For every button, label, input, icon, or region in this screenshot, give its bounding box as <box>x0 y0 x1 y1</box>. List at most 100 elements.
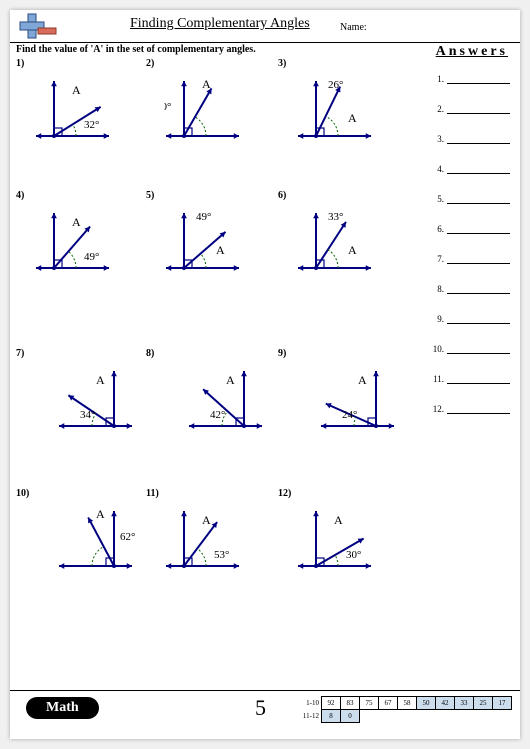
label-a: A <box>348 111 357 125</box>
problem: 2) A 60° <box>146 58 276 173</box>
problem-number: 3) <box>278 58 286 69</box>
answer-number: 5. <box>430 194 444 204</box>
answer-blank <box>447 82 510 84</box>
page-title: Finding Complementary Angles <box>130 16 310 32</box>
angle-diagram: A 60° <box>164 66 274 156</box>
answer-line: 11. <box>430 370 510 384</box>
score-grid: 1-109283756758504233251711-1280 <box>296 696 512 723</box>
score-cell: 0 <box>341 710 360 723</box>
problem-number: 4) <box>16 190 24 201</box>
header: Finding Complementary Angles Name: <box>10 10 520 43</box>
angle-diagram: A 32° <box>34 66 144 156</box>
angle-diagram: A 24° <box>296 356 406 446</box>
problem: 8) A 42° <box>146 348 276 463</box>
answer-blank <box>447 382 510 384</box>
answer-blank <box>447 352 510 354</box>
answer-number: 3. <box>430 134 444 144</box>
answer-line: 6. <box>430 220 510 234</box>
angle-diagram: A 34° <box>34 356 144 446</box>
problem: 5) A49° <box>146 190 276 305</box>
score-cell: 67 <box>379 697 398 710</box>
problem: 10) A62° <box>16 488 146 603</box>
name-label: Name: <box>340 22 367 33</box>
answer-number: 1. <box>430 74 444 84</box>
answer-number: 10. <box>430 344 444 354</box>
problem-number: 12) <box>278 488 291 499</box>
problem-number: 10) <box>16 488 29 499</box>
answer-line: 8. <box>430 280 510 294</box>
angle-value: 32° <box>84 119 99 131</box>
answers-heading: Answers <box>436 44 508 60</box>
problem: 4) A 49° <box>16 190 146 305</box>
problem-number: 1) <box>16 58 24 69</box>
answer-number: 11. <box>430 374 444 384</box>
score-row-label: 11-12 <box>296 710 322 723</box>
problem-number: 11) <box>146 488 159 499</box>
score-cell: 8 <box>322 710 341 723</box>
logo-icon <box>14 10 58 45</box>
label-a: A <box>216 243 225 257</box>
answer-line: 1. <box>430 70 510 84</box>
label-a: A <box>226 373 235 387</box>
angle-value: 33° <box>328 211 343 223</box>
score-cell: 92 <box>322 697 341 710</box>
instruction-text: Find the value of 'A' in the set of comp… <box>16 44 256 55</box>
answer-line: 12. <box>430 400 510 414</box>
answer-line: 2. <box>430 100 510 114</box>
answer-line: 3. <box>430 130 510 144</box>
answer-blank <box>447 262 510 264</box>
angle-value: 49° <box>196 211 211 223</box>
score-cell: 17 <box>493 697 512 710</box>
label-a: A <box>334 513 343 527</box>
answer-line: 10. <box>430 340 510 354</box>
answer-number: 6. <box>430 224 444 234</box>
angle-value: 26° <box>328 79 343 91</box>
label-a: A <box>72 83 81 97</box>
answer-blank <box>447 112 510 114</box>
angle-value: 34° <box>80 409 95 421</box>
problem: 6) A 33° <box>278 190 408 305</box>
problem: 12) A30° <box>278 488 408 603</box>
label-a: A <box>202 77 211 91</box>
answer-line: 7. <box>430 250 510 264</box>
answer-number: 4. <box>430 164 444 174</box>
answer-number: 2. <box>430 104 444 114</box>
answer-blank <box>447 412 510 414</box>
problem-number: 7) <box>16 348 24 359</box>
problem: 1) A 32° <box>16 58 146 173</box>
footer: Math 5 1-109283756758504233251711-1280 <box>10 690 520 727</box>
problem: 7) A 34° <box>16 348 146 463</box>
angle-value: 42° <box>210 409 225 421</box>
answer-blank <box>447 322 510 324</box>
score-cell: 50 <box>417 697 436 710</box>
label-a: A <box>96 373 105 387</box>
answer-blank <box>447 142 510 144</box>
answer-number: 7. <box>430 254 444 264</box>
label-a: A <box>96 507 105 521</box>
answer-blank <box>447 292 510 294</box>
problem-number: 9) <box>278 348 286 359</box>
label-a: A <box>358 373 367 387</box>
label-a: A <box>348 243 357 257</box>
score-cell: 33 <box>455 697 474 710</box>
answer-number: 9. <box>430 314 444 324</box>
problem-number: 8) <box>146 348 154 359</box>
answer-blank <box>447 202 510 204</box>
answer-lines: 1. 2. 3. 4. 5. 6. 7. 8. 9. 10. 11. 12. <box>430 70 510 430</box>
score-cell: 83 <box>341 697 360 710</box>
angle-diagram: A30° <box>296 496 406 586</box>
problem-number: 2) <box>146 58 154 69</box>
label-a: A <box>72 215 81 229</box>
answer-line: 9. <box>430 310 510 324</box>
answer-line: 5. <box>430 190 510 204</box>
answer-blank <box>447 232 510 234</box>
angle-value: 24° <box>342 409 357 421</box>
problem-number: 6) <box>278 190 286 201</box>
score-cell: 75 <box>360 697 379 710</box>
footer-math-label: Math <box>26 697 99 719</box>
angle-value: 49° <box>84 251 99 263</box>
angle-diagram: A 42° <box>164 356 274 446</box>
problem: 9) A 24° <box>278 348 408 463</box>
angle-value: 60° <box>164 101 171 113</box>
label-a: A <box>202 513 211 527</box>
